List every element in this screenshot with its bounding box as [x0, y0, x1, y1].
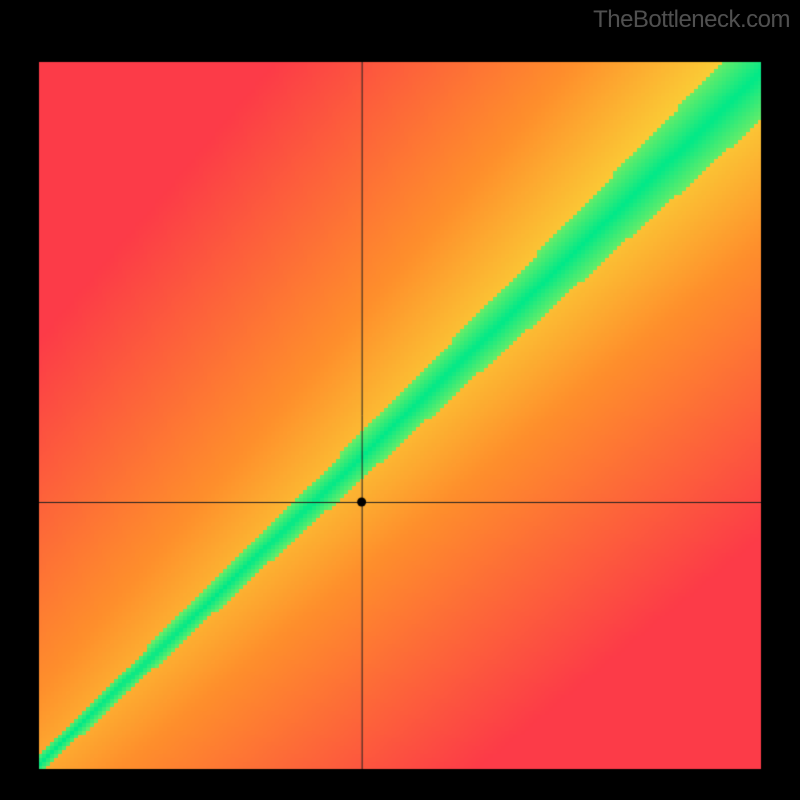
chart-container: TheBottleneck.com [0, 0, 800, 800]
bottleneck-heatmap [0, 0, 800, 800]
watermark-text: TheBottleneck.com [593, 6, 790, 34]
